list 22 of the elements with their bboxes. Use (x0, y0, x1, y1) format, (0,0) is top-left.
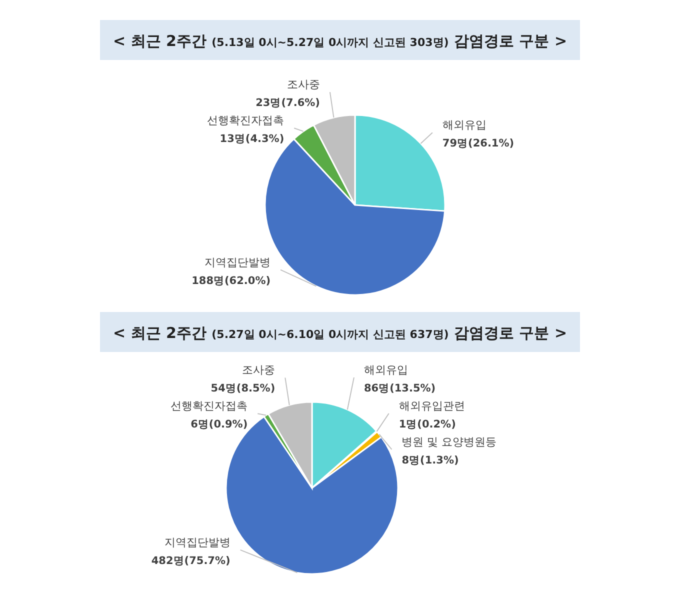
slice-label: 해외유입 (364, 363, 408, 376)
data-label: 23명(7.6%) (256, 97, 320, 110)
slice-label: 지역집단발병 (164, 536, 230, 549)
slice-label: 해외유입 (442, 118, 486, 132)
chart-title: < 최근 2주간 (5.27일 0시~6.10일 0시까지 신고된 637명) 감염경로 구분 > (112, 324, 568, 342)
chart-title: < 최근 2주간 (5.13일 0시~5.27일 0시까지 신고된 303명) 감염경로 구분 > (112, 32, 568, 50)
data-label: 1명(0.2%) (398, 418, 456, 430)
data-label: 13명(4.3%) (220, 133, 284, 146)
slice-label: 선행확진자접촉 (170, 400, 248, 413)
data-label: 86명(13.5%) (364, 382, 436, 394)
data-label: 79명(26.1%) (442, 138, 514, 150)
data-label: 188명(62.0%) (192, 274, 271, 287)
slice-label: 병원 및 요양병원등 (402, 435, 497, 448)
slice-label: 조사중 (242, 364, 276, 377)
slice-label: 해외유입관련 (398, 399, 465, 412)
slice-label: 조사중 (286, 78, 320, 92)
slice-label: 지역집단발병 (204, 256, 271, 269)
slice-label: 선행확진자접촉 (207, 114, 284, 128)
data-label: 8명(1.3%) (402, 454, 459, 466)
data-label: 6명(0.9%) (190, 418, 248, 431)
data-label: 482명(75.7%) (151, 554, 230, 567)
data-label: 54명(8.5%) (210, 382, 276, 395)
